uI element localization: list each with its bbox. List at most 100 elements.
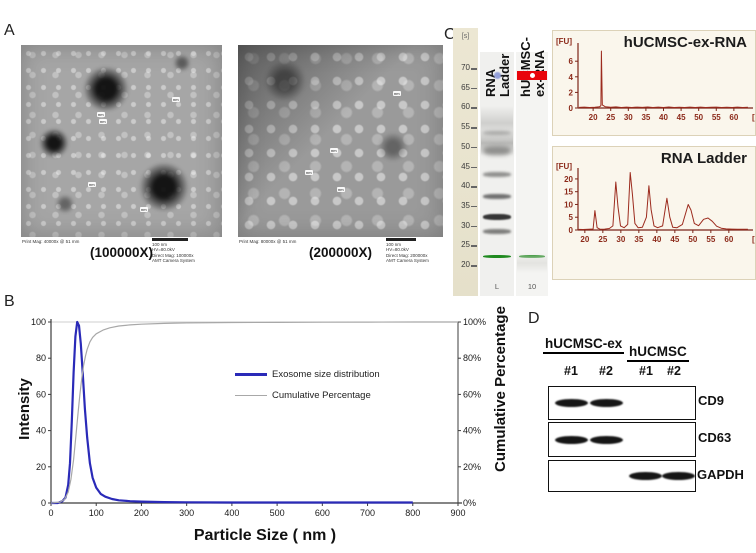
scale-bar: [386, 238, 416, 241]
svg-text:400: 400: [224, 508, 239, 518]
legend-label: Exosome size distribution: [272, 369, 380, 380]
svg-text:30: 30: [616, 235, 625, 244]
gel-marker-dot: [493, 72, 501, 80]
gel-tick-label: 40: [461, 181, 470, 191]
size-annotation: nm: [337, 187, 345, 192]
cd63-blot: [548, 422, 696, 457]
svg-text:60: 60: [36, 389, 46, 399]
x-axis-label: Particle Size ( nm ): [193, 527, 337, 544]
scale-bar: [152, 238, 188, 241]
print-mag-text: Print Mag: 80000x @ 51 mm: [239, 239, 297, 244]
svg-text:25: 25: [598, 235, 607, 244]
em-dark-spot: [83, 67, 129, 111]
gapdh-blot: [548, 460, 696, 492]
svg-text:0: 0: [48, 508, 53, 518]
svg-text:60: 60: [724, 235, 733, 244]
gel-tick-label: 70: [461, 63, 470, 72]
svg-text:25: 25: [606, 113, 615, 122]
tem-micrograph-200000x: nm nm nm nm: [238, 45, 443, 237]
svg-text:100: 100: [89, 508, 104, 518]
panel-d-label: D: [528, 310, 540, 327]
svg-text:0: 0: [569, 104, 574, 113]
magnification-caption: (200000X): [308, 245, 373, 260]
scale-label: 100 nm: [386, 241, 402, 247]
svg-text:800: 800: [405, 508, 420, 518]
camera-label: AMT Camera System: [152, 258, 195, 263]
y-axis-label-left: Intensity: [16, 378, 33, 440]
gel-axis-strip: [s]: [453, 28, 478, 296]
hv-label: HV=80.0kV: [386, 247, 409, 252]
electropherogram-title: RNA Ladder: [660, 150, 747, 167]
svg-text:6: 6: [569, 57, 574, 66]
size-annotation: nm: [97, 112, 105, 117]
size-annotation: nm: [88, 182, 96, 187]
legend-line-swatch: [235, 373, 267, 376]
gel-lane-header-ladder: RNA Ladder: [483, 53, 512, 97]
western-blot-band: [590, 435, 623, 444]
svg-text:[FU]: [FU]: [556, 162, 572, 171]
group-header-hucmsc: hUCMSC: [627, 344, 689, 362]
gel-tick-label: 65: [461, 82, 470, 92]
size-distribution-chart: 0 20 40 60 80 100 0 100 200 300 400 500 600 700 800 900…: [20, 294, 495, 544]
print-mag-text: Print Mag: 40000x @ 51 mm: [22, 239, 80, 244]
em-dark-spot: [55, 195, 75, 213]
em-dark-spot: [378, 133, 408, 161]
micrograph-metadata: 100 nm HV=80.0kV Direct Mag: 200000x AMT…: [386, 238, 444, 264]
lane-label: #1: [564, 364, 578, 378]
gel-smear: [517, 253, 547, 274]
lane-label: #1: [639, 364, 653, 378]
gel-tick-mark: [471, 146, 477, 149]
size-annotation: nm: [330, 148, 338, 153]
svg-text:600: 600: [315, 508, 330, 518]
cd9-blot: [548, 386, 696, 420]
svg-text:60%: 60%: [463, 389, 481, 399]
svg-text:0%: 0%: [463, 498, 476, 508]
em-dark-spot: [173, 55, 191, 71]
svg-text:10: 10: [564, 200, 573, 209]
western-blot-band: [555, 399, 588, 407]
electropherogram-sample: hUCMSC-ex-RNA 0 2 4 6 20 25 30 35 40 45 50 55 60 [FU]…: [552, 30, 756, 136]
gel-tick-label: 45: [461, 161, 470, 171]
lane-label: #2: [667, 364, 681, 378]
size-annotation: nm: [172, 97, 180, 102]
panel-b-label: B: [4, 293, 15, 310]
gel-band: [483, 254, 511, 258]
panel-c-label: C: [444, 26, 456, 43]
magnification-caption: (100000X): [89, 245, 154, 260]
protein-label-cd9: CD9: [698, 393, 725, 408]
gel-lane-footer: L: [494, 282, 500, 291]
svg-text:80: 80: [36, 353, 46, 363]
svg-text:700: 700: [360, 508, 375, 518]
svg-text:0: 0: [569, 226, 574, 235]
gel-tick-label: 30: [461, 220, 470, 230]
svg-text:50: 50: [694, 113, 703, 122]
gel-tick-mark: [471, 186, 477, 188]
svg-text:40: 40: [652, 235, 661, 244]
protein-label-gapdh: GAPDH: [697, 467, 744, 482]
camera-label: AMT Camera System: [386, 258, 429, 263]
protein-label-cd63: CD63: [698, 430, 732, 445]
svg-text:35: 35: [641, 113, 650, 122]
gel-band: [483, 213, 511, 220]
svg-text:45: 45: [670, 235, 679, 244]
western-blot-band: [629, 472, 662, 480]
y-axis-label-right: Cumulative Percentage: [492, 306, 509, 472]
svg-text:[s]: [s]: [752, 235, 755, 244]
gel-tick-mark: [471, 166, 477, 168]
svg-text:30: 30: [624, 113, 633, 122]
svg-text:300: 300: [179, 508, 194, 518]
gel-axis-unit: [s]: [461, 33, 470, 40]
svg-text:4: 4: [569, 73, 574, 82]
gel-band: [483, 193, 511, 199]
legend-item: Cumulative Percentage: [235, 390, 380, 401]
tem-micrograph-100000x: nm nm nm nm nm: [21, 45, 222, 237]
panel-a-label: A: [4, 22, 15, 39]
em-dark-spot: [39, 129, 69, 157]
direct-mag-label: Direct Mag: 200000x: [386, 252, 428, 258]
svg-text:35: 35: [634, 235, 643, 244]
gel-tick-label: 20: [461, 260, 470, 269]
legend-item: Exosome size distribution: [235, 369, 380, 380]
electropherogram-title: hUCMSC-ex-RNA: [623, 34, 747, 51]
electropherogram-ladder-plot: 0 5 10 15 20 20 25 30 35 40 45 50 55 60 [FU] [s]: [556, 162, 756, 244]
svg-text:80%: 80%: [463, 353, 481, 363]
